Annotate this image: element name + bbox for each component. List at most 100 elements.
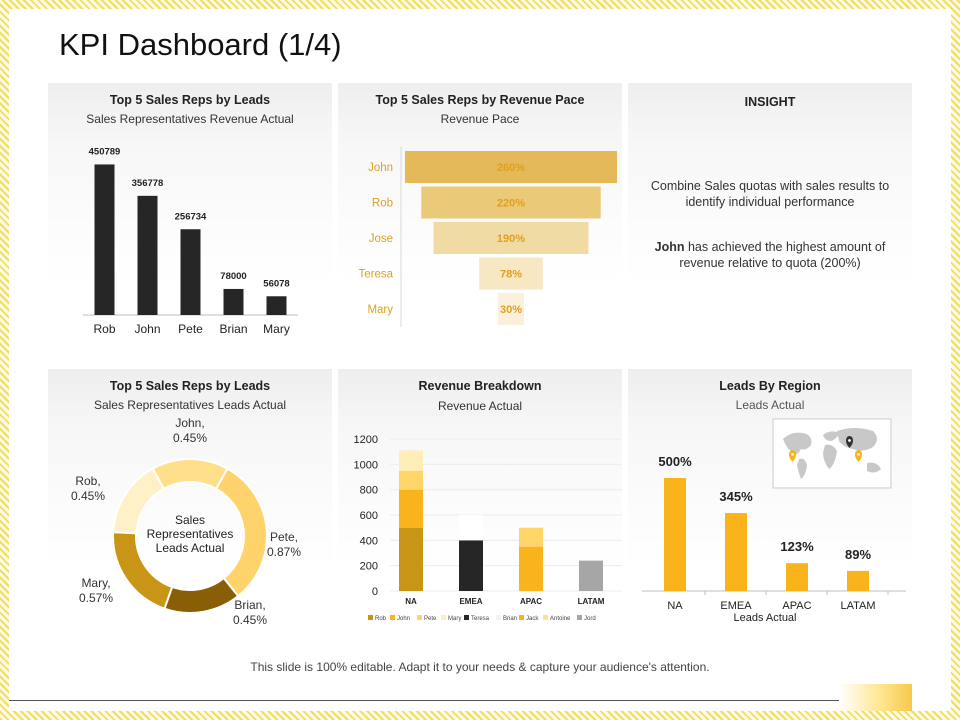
insight-text-1: Combine Sales quotas with sales results … [650,179,890,209]
bar-mary [266,296,287,315]
category-label: Mary [367,304,393,316]
panel-subtitle: Sales Representatives Leads Actual [93,398,287,412]
panel-title: Top 5 Sales Reps by Leads [109,93,271,107]
legend-swatch [496,615,501,620]
x-tick-label: NA [667,600,683,612]
legend-label: John [397,616,410,622]
slice-value: 0.45% [173,431,207,445]
panel-leads-donut: Top 5 Sales Reps by Leads Sales Represen… [48,369,332,631]
data-label: 500% [658,454,692,469]
page-title: KPI Dashboard (1/4) [59,27,342,62]
legend-swatch [441,615,446,620]
x-tick-label: LATAM [840,600,875,612]
slice-rob [112,467,166,535]
stack-segment-john [399,489,423,528]
y-tick-label: 1000 [354,459,378,471]
panel-title: Top 5 Sales Reps by Leads [109,379,271,393]
category-label: Rob [372,198,393,210]
stack-segment-teresa [459,540,483,591]
tick-label: Mary [263,322,290,336]
x-tick-label: LATAM [578,597,605,606]
data-label: 56078 [263,278,289,289]
revenue-breakdown-chart: 0 200 400 600 800 1000 1200 NA EMEA APAC LATAM Rob J… [354,434,622,622]
slice-john [151,458,229,491]
legend-swatch [464,615,469,620]
bar-apac [786,563,808,591]
x-axis-label: Leads Actual [734,612,797,624]
slice-value: 0.45% [233,613,267,627]
legend-swatch [577,615,582,620]
panel-revenue-pace: Top 5 Sales Reps by Revenue Pace Revenue… [338,83,622,345]
legend-label: Jord [584,616,596,622]
x-tick-label: EMEA [720,600,752,612]
stack-segment-rob [399,527,423,591]
data-label: 123% [780,539,814,554]
bar-rob [94,164,115,315]
panel-leads-region: Leads By Region Leads Actual 500% NA 345% E… [628,369,912,631]
tick-label: Brian [219,322,247,336]
footer-note: This slide is 100% editable. Adapt it to… [250,660,710,674]
data-label: 220% [497,198,525,210]
panel-subtitle: Leads Actual [735,398,805,412]
panel-title: Top 5 Sales Reps by Revenue Pace [375,93,585,107]
panel-leads-bar: Top 5 Sales Reps by Leads Sales Represen… [48,83,332,345]
center-label: Leads Actual [156,541,225,555]
bar-brian [223,288,244,315]
bottom-divider [9,700,839,701]
y-tick-label: 0 [372,586,378,598]
legend-label: Brian [503,616,517,622]
center-label: Sales [175,513,205,527]
y-tick-label: 600 [360,510,378,522]
data-label: 260% [497,162,525,174]
slice-value: 0.57% [79,591,113,605]
legend-swatch [368,615,373,620]
bottom-accent [839,684,912,711]
bar-na [664,478,686,591]
legend-label: Teresa [471,616,490,622]
category-label: Teresa [358,269,393,281]
y-tick-label: 1200 [354,434,378,446]
data-label: 89% [845,547,871,562]
slice-label: Mary, [81,576,110,590]
funnel-bar-rob [421,186,601,219]
y-tick-label: 200 [360,561,378,573]
legend-label: Antoine [550,616,571,622]
revenue-pace-funnel: 260% John 220% Rob 190% Jose 78% Teresa 30% Mary [358,147,617,327]
funnel-bar-jose [433,222,589,254]
x-tick-label: EMEA [459,597,482,606]
x-tick-label: APAC [520,597,542,606]
category-label: John [368,162,393,174]
panel-subtitle: Revenue Actual [437,399,523,413]
tick-label: John [134,322,160,336]
panel-subtitle: Sales Representatives Revenue Actual [86,112,294,126]
data-label: 78000 [220,271,246,282]
slide: KPI Dashboard (1/4) Top 5 Sales Reps by … [9,9,951,711]
stack-segment-pete [519,527,543,547]
bar-emea [725,513,747,591]
tick-label: Rob [93,322,115,336]
leads-region-chart: 500% NA 345% EMEA 123% APAC 89% LATAM Leads Actu… [642,418,906,624]
bar-pete [180,229,201,315]
funnel-bar-mary [498,293,524,325]
slice-label: Rob, [75,474,100,488]
data-label: 190% [497,233,525,245]
legend-label: Pete [424,616,437,622]
data-label: 450789 [89,146,121,157]
insight-title: INSIGHT [744,95,796,109]
legend-label: Rob [375,616,387,622]
stack-segment-jord [579,560,603,591]
data-label: 30% [500,304,522,316]
leads-donut-chart: John,0.45%Pete,0.87%Brian,0.45%Mary,0.57… [71,416,301,627]
funnel-bar-teresa [479,257,543,290]
insight-highlight: John [654,240,685,254]
x-tick-label: NA [405,597,417,606]
x-tick-label: APAC [782,600,811,612]
category-label: Jose [369,233,393,245]
panel-title: Revenue Breakdown [418,379,542,393]
funnel-bar-john [405,151,617,183]
stack-segment-mary [399,450,423,471]
world-map-icon [772,418,892,489]
legend-swatch [519,615,524,620]
stack-segment-john [519,546,543,591]
slice-brian [163,576,240,614]
